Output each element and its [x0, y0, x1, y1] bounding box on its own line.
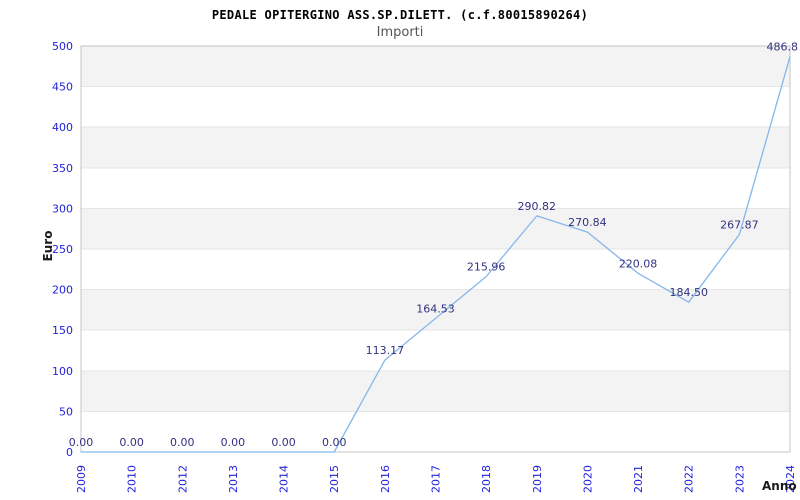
chart-subtitle: Importi	[376, 25, 424, 40]
x-tick-label: 2015	[328, 465, 341, 493]
x-tick-label: 2021	[632, 465, 645, 493]
x-tick-label: 2010	[126, 465, 139, 493]
point-label: 0.00	[221, 436, 246, 449]
y-axis-title: Euro	[41, 230, 55, 262]
y-tick-label: 50	[59, 405, 73, 418]
x-tick-label: 2020	[581, 465, 594, 493]
plot-band	[81, 370, 790, 412]
point-label: 215.96	[467, 261, 506, 274]
x-tick-label: 2009	[75, 465, 88, 493]
x-axis-title: Anno	[762, 479, 797, 493]
y-tick-label: 450	[52, 81, 73, 94]
plot-border	[80, 45, 791, 453]
y-tick-label: 300	[52, 202, 73, 215]
point-label: 486.8	[767, 41, 799, 54]
x-tick-label: 2016	[379, 465, 392, 493]
y-tick-label: 350	[52, 162, 73, 175]
x-tick-label: 2017	[430, 465, 443, 493]
point-label: 0.00	[119, 436, 144, 449]
x-tick-label: 2014	[278, 465, 291, 493]
x-tick-label: 2018	[480, 465, 493, 493]
point-label: 290.82	[518, 200, 557, 213]
x-tick-label: 2022	[683, 465, 696, 493]
point-label: 0.00	[271, 436, 296, 449]
y-tick-label: 200	[52, 284, 73, 297]
point-label: 0.00	[69, 436, 94, 449]
point-label: 113.17	[366, 344, 405, 357]
y-tick-label: 500	[52, 40, 73, 53]
point-label: 0.00	[170, 436, 195, 449]
point-label: 164.53	[416, 302, 455, 315]
x-tick-label: 2019	[531, 465, 544, 493]
y-tick-label: 100	[52, 365, 73, 378]
point-label: 267.87	[720, 218, 759, 231]
plot-band	[81, 208, 790, 249]
x-tick-label: 2024	[784, 465, 797, 493]
plot-band	[81, 289, 790, 331]
y-tick-label: 150	[52, 324, 73, 337]
point-label: 0.00	[322, 436, 347, 449]
x-tick-label: 2012	[176, 465, 189, 493]
point-label: 184.50	[669, 286, 708, 299]
y-tick-label: 400	[52, 121, 73, 134]
y-tick-label: 0	[66, 446, 73, 459]
chart-title: PEDALE OPITERGINO ASS.SP.DILETT. (c.f.80…	[211, 8, 589, 22]
x-tick-label: 2023	[733, 465, 746, 493]
data-line	[80, 56, 791, 453]
point-label: 270.84	[568, 216, 607, 229]
point-label: 220.08	[619, 257, 658, 270]
plot-band	[81, 127, 790, 168]
x-tick-label: 2013	[227, 465, 240, 493]
plot-band	[81, 46, 790, 87]
y-tick-label: 250	[52, 243, 73, 256]
